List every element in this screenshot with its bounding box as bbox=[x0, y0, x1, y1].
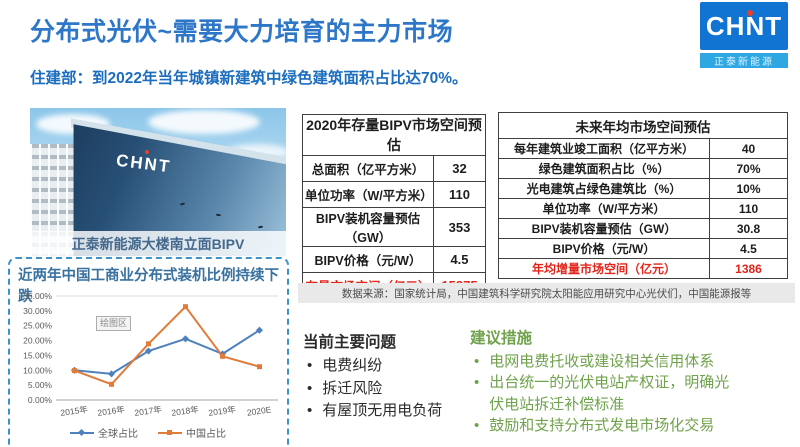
y-tick-label: 30.00% bbox=[23, 306, 52, 316]
chint-logo-text: CHNT bbox=[705, 10, 783, 41]
x-tick-label: 2015年 bbox=[60, 404, 89, 418]
table-row: BIPV装机容量预估（GW） 30.8 bbox=[498, 218, 788, 239]
list-item: 电费纠纷 bbox=[303, 355, 478, 378]
legend-label: 全球占比 bbox=[98, 429, 138, 440]
y-tick-label: 5.00% bbox=[28, 380, 53, 390]
problems-list: 电费纠纷 拆迁风险 有屋顶无用电负荷 bbox=[303, 355, 478, 423]
table-cell: 4.5 bbox=[709, 238, 788, 259]
table-cell: 32 bbox=[433, 155, 486, 182]
data-point-marker bbox=[109, 381, 114, 387]
table-cell: 1386 bbox=[709, 258, 788, 279]
table-cell: BIPV价格（元/W） bbox=[498, 238, 710, 259]
table-row: 光电建筑占绿色建筑比（%） 10% bbox=[498, 178, 788, 199]
table-cell: BIPV装机容量预估（GW） bbox=[498, 218, 710, 239]
data-point-marker bbox=[220, 353, 225, 359]
table-row: 单位功率（W/平方米） 110 bbox=[498, 198, 788, 219]
table-cell: 40 bbox=[709, 138, 788, 159]
cloud-shape bbox=[148, 110, 260, 134]
data-source-note: 数据来源：国家统计局，中国建筑科学研究院太阳能应用研究中心光伏们，中国能源报等 bbox=[298, 283, 795, 303]
chint-logo-subtitle: 正泰新能源 bbox=[700, 53, 788, 68]
chart-legend: 全球占比 中国占比 bbox=[12, 425, 284, 440]
table-row: BIPV价格（元/W） 4.5 bbox=[302, 246, 486, 273]
table-cell: 10% bbox=[709, 178, 788, 199]
building-photo: CHNT 正泰新能源大楼南立面BIPV bbox=[30, 108, 286, 256]
series-line-1 bbox=[74, 305, 260, 386]
legend-label: 中国占比 bbox=[186, 429, 226, 440]
table-title: 未来年均市场空间预估 bbox=[498, 112, 788, 139]
chart-title: 近两年中国工商业分布式装机比例持续下跌 bbox=[18, 268, 279, 305]
table-row: BIPV装机容量预估（GW） 353 bbox=[302, 207, 486, 247]
data-point-marker bbox=[183, 304, 188, 310]
list-item: 电网电费托收或建设相关信用体系 bbox=[470, 351, 744, 372]
table-row: BIPV价格（元/W） 4.5 bbox=[498, 238, 788, 259]
table-cell: 110 bbox=[709, 198, 788, 219]
table-cell: 70% bbox=[709, 158, 788, 179]
list-item: 鼓励和支持分布式发电市场化交易 bbox=[470, 415, 744, 436]
list-item: 出台统一的光伏电站产权证，明确光伏电站拆迁补偿标准 bbox=[470, 372, 744, 415]
y-tick-label: 35.00% bbox=[23, 291, 52, 301]
plot-area-tooltip: 绘图区 bbox=[96, 316, 132, 331]
chart-dashed-border bbox=[8, 257, 289, 447]
table-cell: 绿色建筑面积占比（%） bbox=[498, 158, 710, 179]
table-cell: 总面积（亿平方米） bbox=[302, 155, 434, 182]
legend-line-marker-icon bbox=[70, 428, 94, 437]
table-cell: 30.8 bbox=[709, 218, 788, 239]
data-point-marker bbox=[144, 347, 153, 355]
suggestions-list: 电网电费托收或建设相关信用体系 出台统一的光伏电站产权证，明确光伏电站拆迁补偿标… bbox=[470, 351, 744, 436]
stock-market-table: 2020年存量BIPV市场空间预估 总面积（亿平方米） 32 单位功率（W/平方米… bbox=[302, 114, 486, 299]
table-row-highlight: 年均增量市场空间（亿元） 1386 bbox=[498, 258, 788, 279]
series-line-0 bbox=[74, 329, 261, 375]
y-tick-label: 10.00% bbox=[23, 365, 52, 375]
chint-logo-dot-icon bbox=[747, 10, 753, 16]
chint-logo: CHNT bbox=[700, 2, 788, 50]
legend-line-marker-icon bbox=[158, 429, 182, 436]
suggestions-block: 建议措施 电网电费托收或建设相关信用体系 出台统一的光伏电站产权证，明确光伏电站… bbox=[470, 326, 744, 436]
x-tick-label: 2016年 bbox=[97, 404, 126, 418]
suggestions-title: 建议措施 bbox=[470, 330, 533, 347]
future-market-table: 未来年均市场空间预估 每年建筑业竣工面积（亿平方米） 40 绿色建筑面积占比（%）… bbox=[498, 112, 788, 279]
x-tick-label: 2018年 bbox=[171, 404, 200, 418]
problems-title: 当前主要问题 bbox=[303, 334, 397, 351]
table-cell: 单位功率（W/平方米） bbox=[302, 181, 434, 208]
y-tick-label: 15.00% bbox=[23, 350, 52, 360]
data-point-marker bbox=[72, 368, 77, 374]
list-item: 拆迁风险 bbox=[303, 378, 478, 401]
table-row: 每年建筑业竣工面积（亿平方米） 40 bbox=[498, 138, 788, 159]
table-row: 绿色建筑面积占比（%） 70% bbox=[498, 158, 788, 179]
table-cell: 年均增量市场空间（亿元） bbox=[498, 258, 710, 279]
legend-item-global: 全球占比 bbox=[70, 425, 138, 440]
data-point-marker bbox=[181, 335, 190, 343]
table-cell: 每年建筑业竣工面积（亿平方米） bbox=[498, 138, 710, 159]
x-tick-label: 2020E bbox=[246, 404, 272, 417]
table-row: 单位功率（W/平方米） 110 bbox=[302, 181, 486, 208]
policy-subtitle: 住建部：到2022年当年城镇新建筑中绿色建筑面积占比达70%。 bbox=[30, 70, 468, 87]
table-cell: 353 bbox=[433, 207, 486, 247]
y-tick-label: 0.00% bbox=[28, 395, 53, 405]
legend-item-china: 中国占比 bbox=[158, 425, 226, 440]
table-cell: 光电建筑占绿色建筑比（%） bbox=[498, 178, 710, 199]
table-cell: 110 bbox=[433, 181, 486, 208]
x-tick-label: 2019年 bbox=[208, 404, 237, 418]
table-cell: BIPV装机容量预估（GW） bbox=[302, 207, 434, 247]
x-tick-label: 2017年 bbox=[134, 404, 163, 418]
problems-block: 当前主要问题 电费纠纷 拆迁风险 有屋顶无用电负荷 bbox=[303, 330, 478, 423]
data-point-marker bbox=[146, 341, 151, 347]
table-title: 2020年存量BIPV市场空间预估 bbox=[302, 114, 486, 156]
table-cell: 单位功率（W/平方米） bbox=[498, 198, 710, 219]
page-title: 分布式光伏~需要大力培育的主力市场 bbox=[30, 18, 454, 46]
table-row: 总面积（亿平方米） 32 bbox=[302, 155, 486, 182]
table-cell: BIPV价格（元/W） bbox=[302, 246, 434, 273]
y-tick-label: 20.00% bbox=[23, 336, 52, 346]
photo-caption: 正泰新能源大楼南立面BIPV bbox=[30, 231, 286, 256]
data-point-marker bbox=[257, 364, 262, 370]
data-point-marker bbox=[107, 370, 116, 378]
line-chart: 0.00% 5.00% 10.00% 15.00% 20.00% 25.00% 30.00%… bbox=[23, 291, 278, 418]
table-cell: 4.5 bbox=[433, 246, 486, 273]
list-item: 有屋顶无用电负荷 bbox=[303, 400, 478, 423]
y-tick-label: 25.00% bbox=[23, 321, 52, 331]
